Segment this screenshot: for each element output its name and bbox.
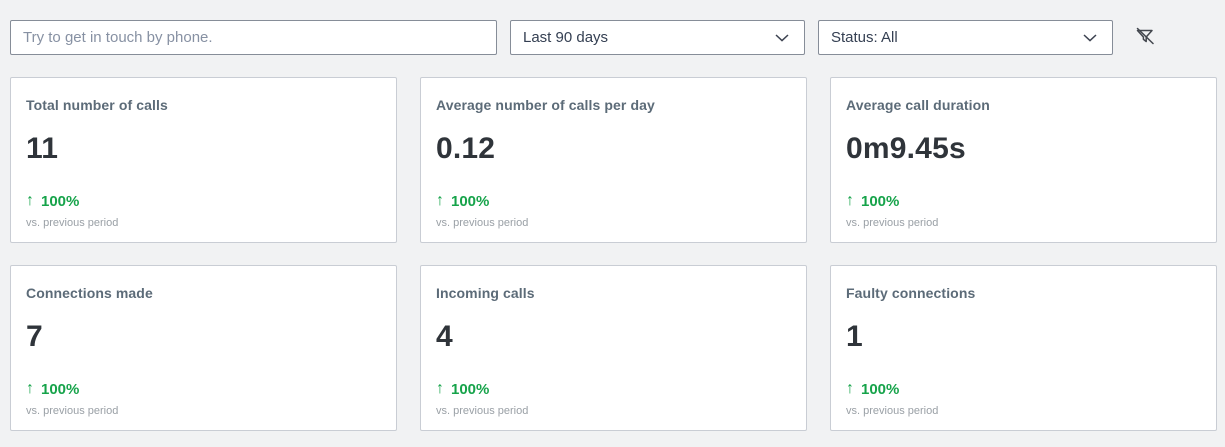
filter-toolbar: Last 90 days Status: All — [10, 20, 1217, 55]
card-value: 11 — [26, 132, 59, 165]
arrow-up-icon: ↑ — [436, 192, 444, 209]
card-title: Incoming calls — [436, 285, 535, 301]
card-value: 1 — [846, 320, 863, 353]
stat-card-avg-call-duration: Average call duration 0m9.45s ↑ 100% vs.… — [830, 77, 1217, 243]
status-select[interactable]: Status: All — [818, 20, 1113, 55]
filter-off-icon — [1133, 24, 1157, 51]
stat-card-total-calls: Total number of calls 11 ↑ 100% vs. prev… — [10, 77, 397, 243]
stat-card-avg-calls-per-day: Average number of calls per day 0.12 ↑ 1… — [420, 77, 807, 243]
card-title: Average call duration — [846, 97, 990, 113]
comparison-label: vs. previous period — [26, 217, 119, 229]
delta-value: 100% — [451, 192, 490, 210]
search-input[interactable] — [10, 20, 497, 55]
card-value: 0m9.45s — [846, 132, 966, 165]
comparison-label: vs. previous period — [26, 405, 119, 417]
card-title: Total number of calls — [26, 97, 168, 113]
card-value: 4 — [436, 320, 453, 353]
delta-value: 100% — [861, 380, 900, 398]
stat-card-faulty-connections: Faulty connections 1 ↑ 100% vs. previous… — [830, 265, 1217, 431]
stats-grid: Total number of calls 11 ↑ 100% vs. prev… — [10, 77, 1217, 431]
card-value: 0.12 — [436, 132, 496, 165]
delta-value: 100% — [451, 380, 490, 398]
card-delta: ↑ 100% — [436, 192, 790, 210]
arrow-up-icon: ↑ — [436, 380, 444, 397]
delta-value: 100% — [41, 192, 80, 210]
card-delta: ↑ 100% — [436, 380, 790, 398]
date-range-value: Last 90 days — [523, 29, 609, 46]
status-value: Status: All — [831, 29, 898, 46]
comparison-label: vs. previous period — [846, 217, 939, 229]
stat-card-connections-made: Connections made 7 ↑ 100% vs. previous p… — [10, 265, 397, 431]
arrow-up-icon: ↑ — [26, 192, 34, 209]
card-delta: ↑ 100% — [26, 192, 380, 210]
comparison-label: vs. previous period — [436, 405, 529, 417]
card-title: Average number of calls per day — [436, 97, 655, 113]
date-range-select[interactable]: Last 90 days — [510, 20, 805, 55]
arrow-up-icon: ↑ — [846, 192, 854, 209]
comparison-label: vs. previous period — [436, 217, 529, 229]
delta-value: 100% — [861, 192, 900, 210]
arrow-up-icon: ↑ — [846, 380, 854, 397]
chevron-down-icon — [775, 33, 789, 42]
card-title: Connections made — [26, 285, 153, 301]
chevron-down-icon — [1083, 33, 1097, 42]
comparison-label: vs. previous period — [846, 405, 939, 417]
arrow-up-icon: ↑ — [26, 380, 34, 397]
delta-value: 100% — [41, 380, 80, 398]
stat-card-incoming-calls: Incoming calls 4 ↑ 100% vs. previous per… — [420, 265, 807, 431]
card-delta: ↑ 100% — [846, 192, 1200, 210]
card-value: 7 — [26, 320, 43, 353]
clear-filters-button[interactable] — [1130, 23, 1160, 53]
card-delta: ↑ 100% — [846, 380, 1200, 398]
card-title: Faulty connections — [846, 285, 976, 301]
card-delta: ↑ 100% — [26, 380, 380, 398]
